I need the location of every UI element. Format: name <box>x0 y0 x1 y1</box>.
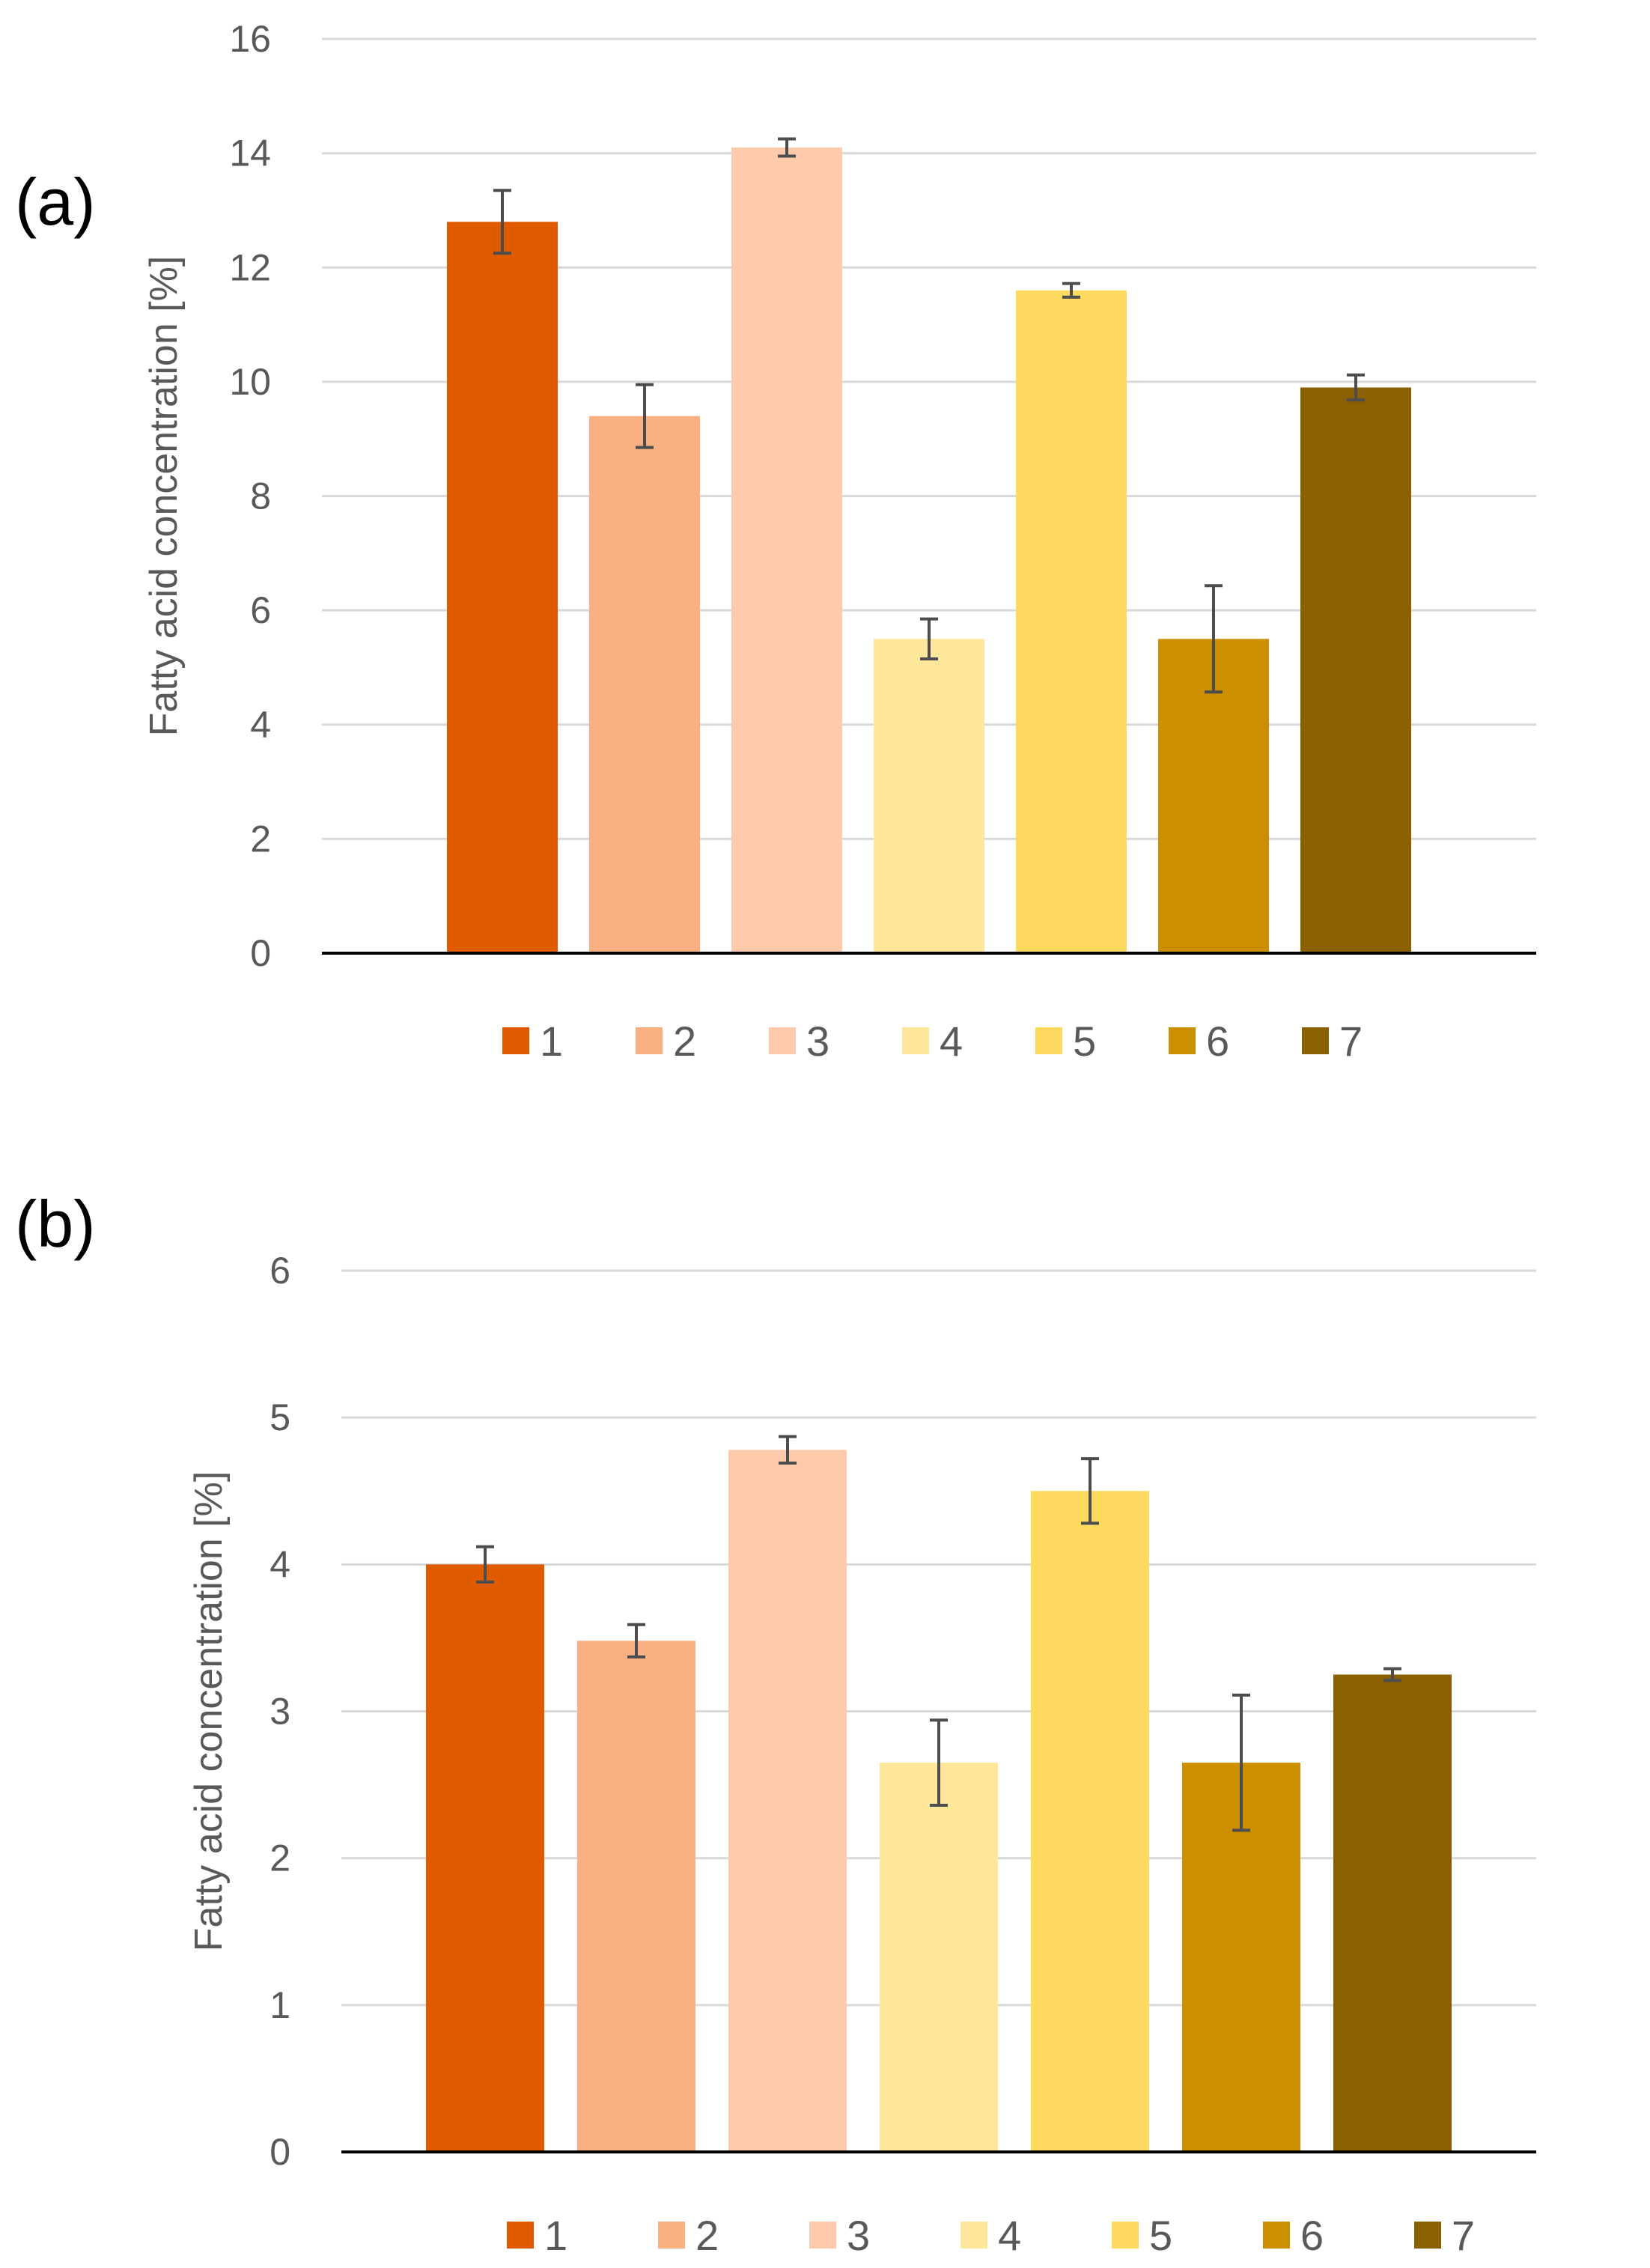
error-bar-b-4 <box>930 1718 948 1808</box>
legend-swatch-b-4 <box>961 2222 987 2249</box>
legend-label-a-6: 6 <box>1206 1018 1229 1065</box>
bar-a-4 <box>874 639 984 953</box>
y-tick-label-b-1: 1 <box>270 1984 290 2026</box>
y-tick-label-a-16: 16 <box>229 18 271 60</box>
legend-label-a-5: 5 <box>1073 1018 1096 1065</box>
panel-label-a: (a) <box>15 165 96 239</box>
bar-b-5 <box>1031 1491 1149 2152</box>
legend-label-a-2: 2 <box>673 1018 696 1065</box>
bar-b-1 <box>426 1564 544 2152</box>
y-tick-label-b-0: 0 <box>270 2131 290 2173</box>
legend-swatch-b-2 <box>658 2222 685 2249</box>
legend-label-b-2: 2 <box>695 2212 719 2259</box>
panel-label-b: (b) <box>15 1187 96 1261</box>
bar-b-3 <box>728 1450 847 2152</box>
error-bar-a-1 <box>493 189 511 255</box>
error-bar-a-2 <box>636 383 654 449</box>
y-tick-label-a-12: 12 <box>229 246 271 288</box>
legend-swatch-a-3 <box>769 1027 796 1054</box>
legend-swatch-a-6 <box>1169 1027 1196 1054</box>
legend-label-a-7: 7 <box>1339 1018 1363 1065</box>
error-bar-b-5 <box>1081 1457 1099 1525</box>
legend-swatch-a-4 <box>902 1027 929 1054</box>
error-bar-a-3 <box>778 137 796 158</box>
legend-label-b-7: 7 <box>1452 2212 1475 2259</box>
error-bar-b-3 <box>779 1435 797 1465</box>
legend-swatch-a-2 <box>636 1027 663 1054</box>
y-tick-label-a-8: 8 <box>250 475 271 517</box>
bar-b-7 <box>1333 1674 1452 2152</box>
error-bar-a-7 <box>1347 373 1365 402</box>
y-tick-label-b-5: 5 <box>270 1396 290 1438</box>
legend-swatch-a-5 <box>1035 1027 1062 1054</box>
bar-a-7 <box>1300 387 1411 953</box>
y-tick-label-a-4: 4 <box>250 704 271 746</box>
y-tick-label-b-3: 3 <box>270 1691 290 1733</box>
y-tick-label-b-2: 2 <box>270 1837 290 1879</box>
legend-swatch-b-3 <box>809 2222 836 2249</box>
legend-a: 1 2 3 4 5 6 7 <box>502 1018 1363 1065</box>
chart-panel-b: (b) 0 1 2 3 4 5 6 Fatty acid concentration [%] 1 2… <box>15 1187 1536 2259</box>
bar-a-5 <box>1016 290 1127 953</box>
error-bar-b-7 <box>1383 1667 1401 1682</box>
legend-swatch-b-1 <box>507 2222 534 2249</box>
legend-label-a-1: 1 <box>540 1018 563 1065</box>
error-bar-a-6 <box>1205 584 1223 694</box>
legend-b: 1 2 3 4 5 6 7 <box>507 2212 1475 2259</box>
bar-a-1 <box>447 222 558 953</box>
legend-swatch-a-1 <box>502 1027 529 1054</box>
legend-label-b-1: 1 <box>544 2212 567 2259</box>
legend-label-b-5: 5 <box>1149 2212 1172 2259</box>
legend-swatch-a-7 <box>1302 1027 1329 1054</box>
legend-swatch-b-7 <box>1414 2222 1441 2249</box>
legend-label-b-4: 4 <box>998 2212 1021 2259</box>
y-tick-label-a-6: 6 <box>250 589 271 631</box>
legend-swatch-b-5 <box>1112 2222 1139 2249</box>
y-tick-label-a-2: 2 <box>250 818 271 860</box>
legend-label-b-6: 6 <box>1300 2212 1324 2259</box>
bar-a-2 <box>589 416 700 953</box>
legend-swatch-b-6 <box>1263 2222 1290 2249</box>
error-bar-a-5 <box>1062 282 1080 299</box>
bar-b-4 <box>880 1763 998 2152</box>
y-axis-label-a: Fatty acid concentration [%] <box>142 256 186 737</box>
legend-label-a-3: 3 <box>806 1018 829 1065</box>
y-axis-label-b: Fatty acid concentration [%] <box>187 1471 231 1952</box>
legend-label-b-3: 3 <box>847 2212 870 2259</box>
bar-a-3 <box>731 147 842 953</box>
error-bar-b-1 <box>476 1545 494 1584</box>
y-tick-label-b-4: 4 <box>270 1543 290 1585</box>
y-tick-label-a-10: 10 <box>229 361 271 403</box>
bar-b-2 <box>577 1641 695 2152</box>
error-bar-b-2 <box>627 1623 645 1659</box>
error-bar-b-6 <box>1232 1693 1250 1832</box>
y-tick-label-a-0: 0 <box>250 932 271 974</box>
y-tick-label-b-6: 6 <box>270 1250 290 1292</box>
legend-label-a-4: 4 <box>940 1018 963 1065</box>
error-bar-a-4 <box>920 617 938 660</box>
y-tick-label-a-14: 14 <box>229 133 271 174</box>
